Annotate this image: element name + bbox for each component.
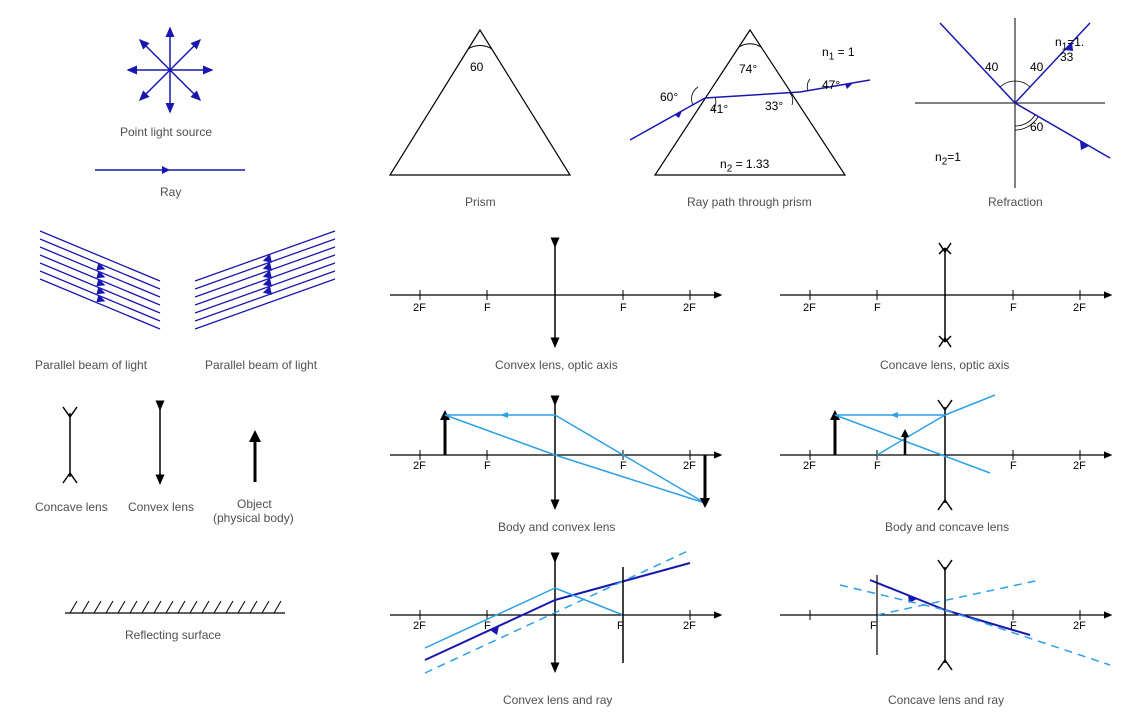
prism-label: Prism — [465, 195, 496, 209]
cva-2f1: 2F — [413, 302, 426, 314]
convex-lens-ray — [390, 555, 720, 685]
convex-axis-label: Convex lens, optic axis — [495, 358, 618, 372]
ccr-f2: F — [1010, 620, 1017, 632]
convex-lens-symbol — [140, 405, 180, 485]
object-label2: (physical body) — [213, 511, 294, 525]
cvr-2f1: 2F — [413, 620, 426, 632]
concave-lens-ray — [780, 555, 1110, 685]
convex-ray-label: Convex lens and ray — [503, 693, 612, 707]
bcv-2f1: 2F — [413, 460, 426, 472]
cca-2f2: 2F — [1073, 302, 1086, 314]
object-symbol — [240, 430, 270, 485]
rp-left-in: 60° — [660, 90, 678, 104]
parallel-beam-2 — [185, 245, 350, 335]
bcc-2f1: 2F — [803, 460, 816, 472]
rp-n2: n2 = 1.33 — [720, 157, 769, 174]
bcv-2f2: 2F — [683, 460, 696, 472]
convex-label: Convex lens — [128, 500, 194, 514]
optics-diagram-stage: Point light source Ray 60 Prism 74° 60° … — [0, 0, 1128, 726]
body-convex-label: Body and convex lens — [498, 520, 615, 534]
bcv-f2: F — [620, 460, 627, 472]
ref-n2: n2=1 — [935, 150, 961, 167]
bcc-f2: F — [1010, 460, 1017, 472]
ray-prism-label: Ray path through prism — [687, 195, 812, 209]
cca-2f1: 2F — [803, 302, 816, 314]
refraction-label: Refraction — [988, 195, 1043, 209]
ref-n1b: 33 — [1060, 50, 1073, 64]
concave-axis-label: Concave lens, optic axis — [880, 358, 1009, 372]
concave-lens-axis — [780, 240, 1110, 350]
cva-f1: F — [484, 302, 491, 314]
reflecting-label: Reflecting surface — [125, 628, 221, 642]
rp-right-in: 33° — [765, 99, 783, 113]
rp-right-out: 47° — [822, 78, 840, 92]
cvr-2f2: 2F — [683, 620, 696, 632]
body-concave-label: Body and concave lens — [885, 520, 1009, 534]
parallel1-label: Parallel beam of light — [35, 358, 147, 372]
body-concave-lens — [780, 395, 1110, 515]
point-light-source — [110, 20, 230, 120]
cvr-f1: F — [484, 620, 491, 632]
bcc-f1: F — [874, 460, 881, 472]
ccr-2f2: 2F — [1073, 620, 1086, 632]
rp-n1: n1 = 1 — [822, 45, 855, 62]
cvr-f2: F — [617, 620, 624, 632]
object-label1: Object — [237, 497, 272, 511]
cva-f2: F — [620, 302, 627, 314]
cca-f1: F — [874, 302, 881, 314]
body-convex-lens — [390, 395, 720, 515]
parallel-beam-1 — [20, 245, 180, 335]
bcv-f1: F — [484, 460, 491, 472]
rp-left-out: 41° — [710, 102, 728, 116]
cca-f2: F — [1010, 302, 1017, 314]
parallel2-label: Parallel beam of light — [205, 358, 317, 372]
ray-label: Ray — [160, 185, 181, 199]
point-light-label: Point light source — [120, 125, 212, 139]
cva-2f2: 2F — [683, 302, 696, 314]
ray-symbol — [95, 160, 245, 180]
prism-angle: 60 — [470, 60, 483, 74]
ref-a1: 40 — [985, 60, 998, 74]
bcc-2f2: 2F — [1073, 460, 1086, 472]
reflecting-surface — [65, 595, 285, 620]
concave-ray-label: Concave lens and ray — [888, 693, 1004, 707]
ccr-f1: F — [870, 620, 877, 632]
rp-top: 74° — [739, 62, 757, 76]
convex-lens-axis — [390, 240, 720, 350]
concave-label: Concave lens — [35, 500, 108, 514]
concave-lens-symbol — [50, 405, 90, 485]
ref-a3: 60 — [1030, 120, 1043, 134]
ref-a2: 40 — [1030, 60, 1043, 74]
prism — [380, 25, 580, 185]
